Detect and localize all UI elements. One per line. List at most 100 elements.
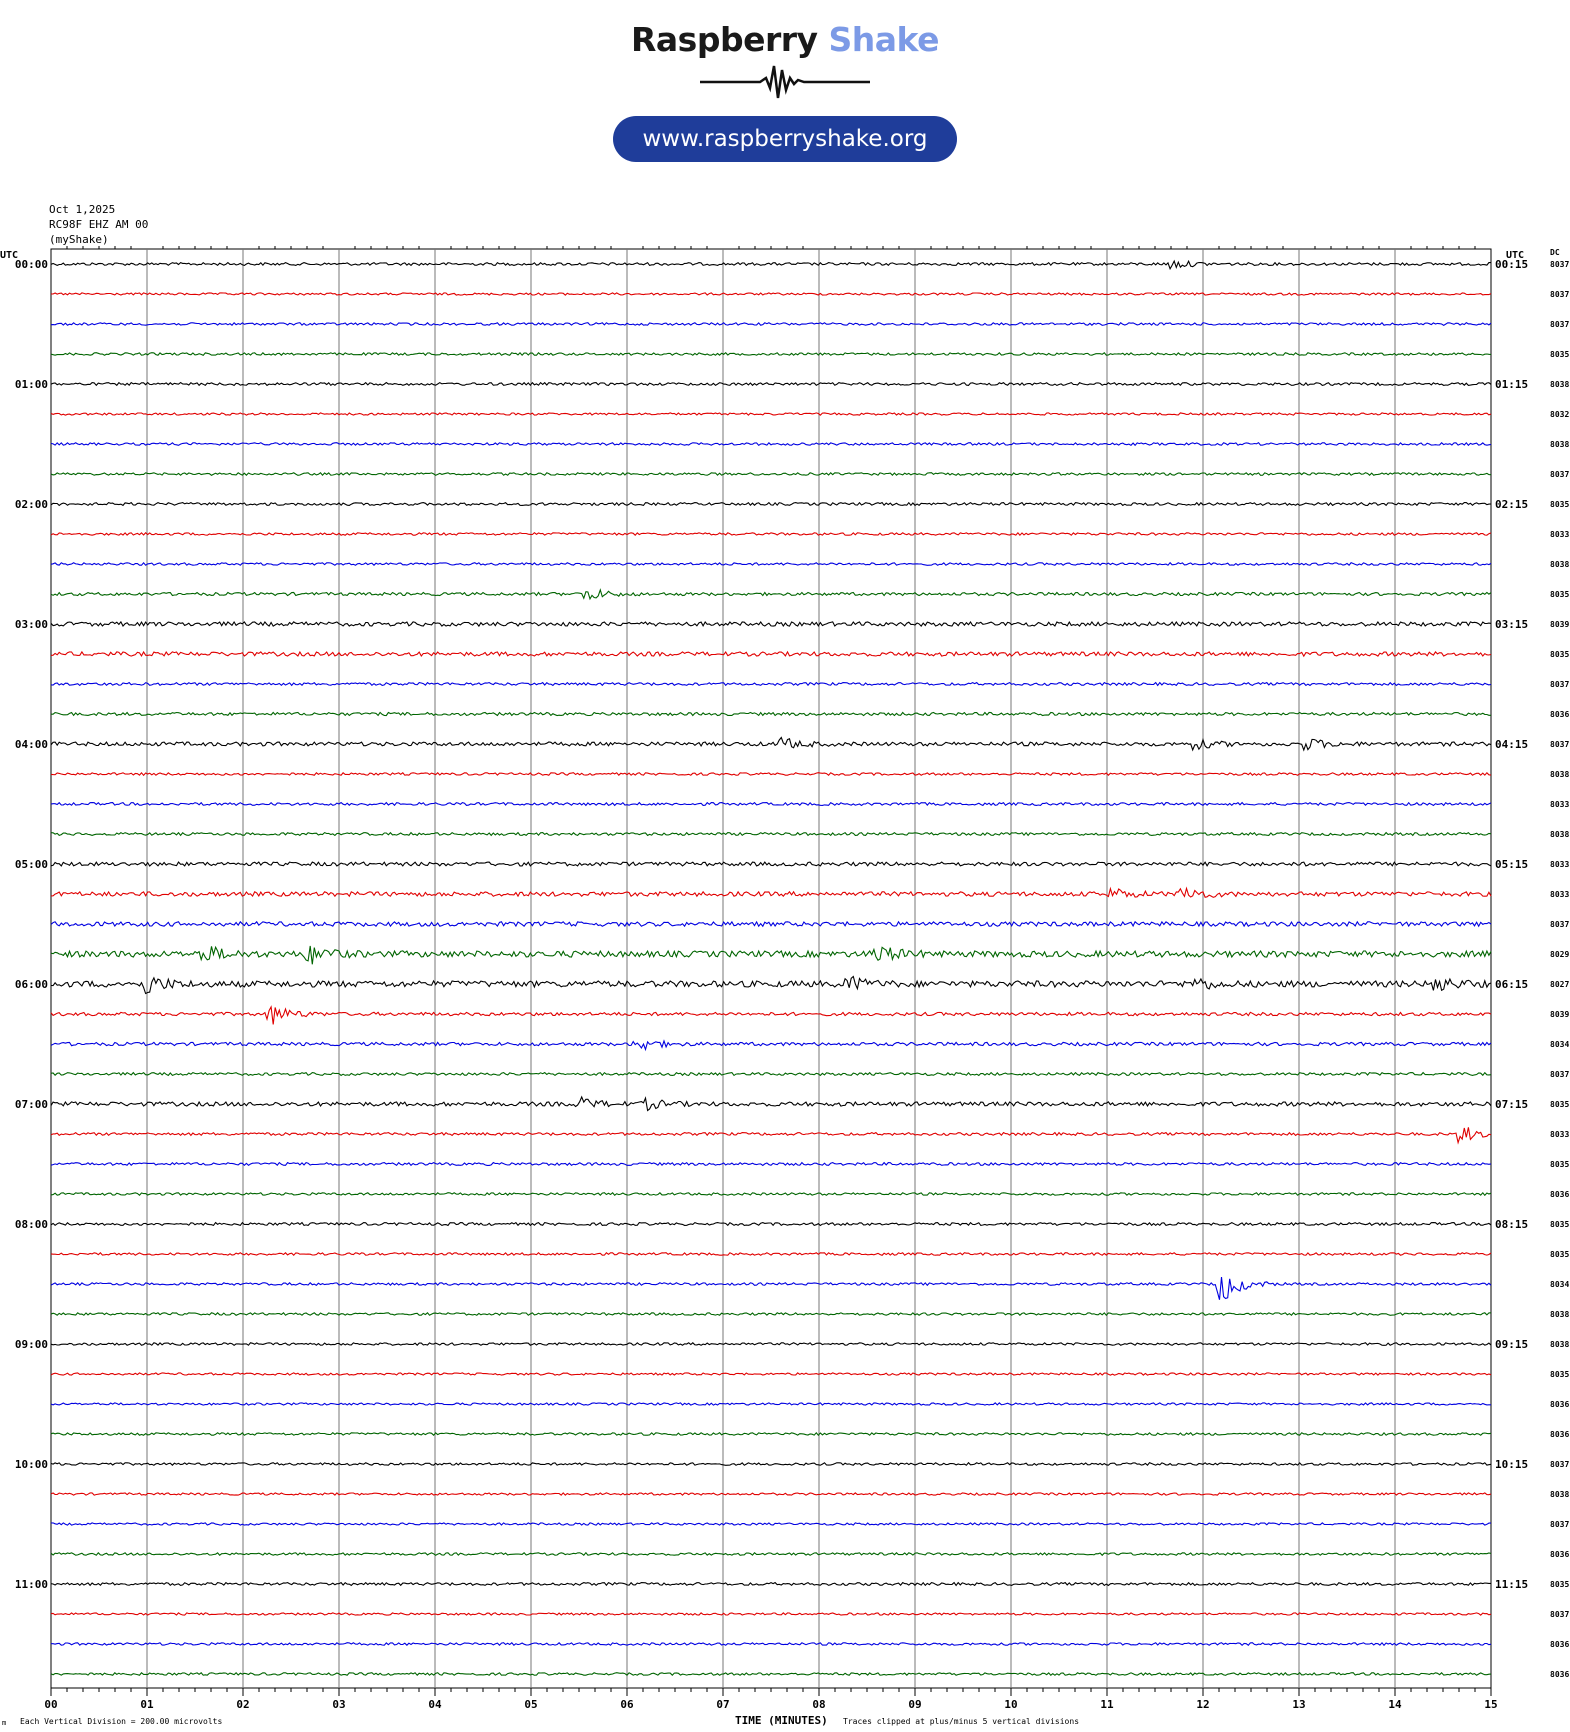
x-tick-label: 06 [620, 1698, 634, 1711]
dc-offset-label: 8033 [1550, 860, 1569, 869]
seismic-trace [51, 1641, 1492, 1647]
seismic-trace [50, 1431, 1492, 1437]
hour-label-right: 07:15 [1495, 1098, 1528, 1111]
dc-offset-label: 8033 [1550, 1130, 1569, 1139]
x-tick-label: 01 [140, 1698, 154, 1711]
x-tick-label: 09 [908, 1698, 921, 1711]
seismic-trace [50, 1492, 1492, 1496]
seismic-trace [50, 1672, 1492, 1677]
hour-label-left: 09:00 [15, 1338, 48, 1351]
dc-offset-label: 8036 [1550, 1400, 1569, 1409]
dc-offset-label: 8034 [1550, 1280, 1569, 1289]
seismic-trace [50, 1095, 1492, 1112]
dc-offset-label: 8033 [1550, 530, 1569, 539]
dc-offset-label: 8037 [1550, 740, 1569, 749]
dc-offset-label: 8037 [1550, 260, 1569, 269]
dc-offset-label: 8037 [1550, 470, 1569, 479]
dc-offset-label: 8029 [1550, 950, 1569, 959]
seismic-trace [50, 945, 1492, 965]
seismic-trace [50, 1372, 1492, 1376]
division-note: Each Vertical Division = 200.00 microvol… [20, 1717, 222, 1726]
seismic-trace [50, 861, 1492, 867]
seismic-trace [50, 1612, 1492, 1616]
station-id: RC98F EHZ AM 00 [49, 218, 149, 231]
website-link[interactable]: www.raspberryshake.org [613, 116, 957, 162]
seismic-wave-icon [700, 65, 870, 99]
dc-column-title: DC [1550, 248, 1560, 257]
seismic-trace [50, 1161, 1492, 1167]
dc-offset-label: 8033 [1550, 800, 1569, 809]
seismic-trace [50, 412, 1492, 416]
hour-label-right: 06:15 [1495, 978, 1528, 991]
seismic-trace [50, 1191, 1492, 1197]
dc-offset-label: 8035 [1550, 1160, 1569, 1169]
dc-offset-label: 8039 [1550, 620, 1569, 629]
hour-label-right: 03:15 [1495, 618, 1528, 631]
dc-offset-label: 8038 [1550, 560, 1569, 569]
seismic-trace [50, 886, 1492, 898]
hour-label-left: 00:00 [15, 258, 48, 271]
hour-label-right: 10:15 [1495, 1458, 1528, 1471]
hour-label-right: 00:15 [1495, 258, 1528, 271]
dc-offset-label: 8039 [1550, 1010, 1569, 1019]
seismic-trace [50, 259, 1491, 271]
left-axis-title: UTC [0, 250, 18, 261]
corner-mark: m [2, 1719, 6, 1727]
dc-offset-label: 8038 [1550, 1310, 1569, 1319]
right-axis-title: UTC [1506, 250, 1524, 261]
hour-label-right: 04:15 [1495, 738, 1528, 751]
seismic-trace [50, 1402, 1491, 1406]
seismic-trace [50, 381, 1492, 387]
dc-offset-label: 8036 [1550, 1430, 1569, 1439]
seismic-trace [50, 1127, 1492, 1145]
hour-label-right: 11:15 [1495, 1578, 1528, 1591]
plot-frame [50, 248, 1492, 1689]
seismic-trace [50, 771, 1492, 777]
x-tick-label: 02 [236, 1698, 249, 1711]
seismic-trace [50, 531, 1492, 537]
dc-offset-label: 8036 [1550, 710, 1569, 719]
seismic-trace [50, 1071, 1492, 1077]
seismic-trace [50, 322, 1492, 326]
seismic-trace [50, 292, 1492, 296]
x-axis-title: TIME (MINUTES) [735, 1714, 828, 1727]
seismic-trace [50, 1342, 1492, 1346]
dc-offset-label: 8038 [1550, 830, 1569, 839]
dc-offset-label: 8027 [1550, 980, 1569, 989]
dc-offset-label: 8038 [1550, 440, 1569, 449]
dc-offset-label: 8035 [1550, 590, 1569, 599]
hour-label-left: 10:00 [15, 1458, 48, 1471]
seismic-trace [50, 441, 1492, 447]
dc-offset-label: 8037 [1550, 1520, 1569, 1529]
hour-label-left: 01:00 [15, 378, 48, 391]
dc-offset-label: 8036 [1550, 1550, 1569, 1559]
seismic-trace [50, 650, 1492, 658]
dc-offset-label: 8037 [1550, 1460, 1569, 1469]
seismic-trace [50, 1522, 1491, 1526]
hour-label-left: 02:00 [15, 498, 48, 511]
hour-label-left: 03:00 [15, 618, 48, 631]
seismic-trace [50, 975, 1492, 995]
dc-offset-label: 8035 [1550, 650, 1569, 659]
dc-offset-label: 8037 [1550, 290, 1569, 299]
hour-label-right: 09:15 [1495, 1338, 1528, 1351]
dc-offset-label: 8038 [1550, 380, 1569, 389]
hour-label-left: 11:00 [15, 1578, 48, 1591]
dc-offset-label: 8037 [1550, 320, 1569, 329]
seismic-trace [50, 1312, 1492, 1317]
dc-offset-label: 8037 [1550, 1610, 1569, 1619]
seismic-trace [50, 1005, 1492, 1025]
x-tick-label: 04 [428, 1698, 442, 1711]
dc-offset-label: 8037 [1550, 920, 1569, 929]
seismic-trace [50, 1277, 1492, 1300]
dc-offset-label: 8035 [1550, 1220, 1569, 1229]
dc-offset-label: 8036 [1550, 1190, 1569, 1199]
dc-offset-label: 8036 [1550, 1640, 1569, 1649]
dc-offset-label: 8034 [1550, 1040, 1569, 1049]
dc-offset-label: 8037 [1550, 680, 1569, 689]
x-tick-label: 05 [524, 1698, 537, 1711]
seismic-trace [51, 711, 1491, 717]
x-tick-label: 10 [1004, 1698, 1017, 1711]
brand-part-raspberry: Raspberry [631, 20, 818, 59]
